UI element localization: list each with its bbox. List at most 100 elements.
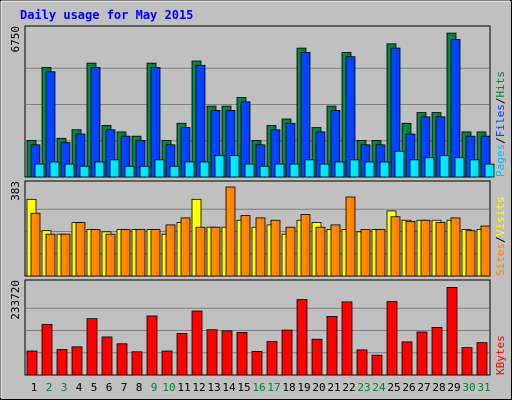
bar-highlight	[96, 162, 100, 176]
bar-highlight	[407, 222, 411, 275]
bar-highlight	[103, 232, 107, 275]
bar-highlight	[463, 348, 468, 374]
bar-kbytes-29	[446, 287, 458, 376]
bar	[154, 159, 165, 178]
bar	[225, 186, 236, 277]
bar-highlight	[73, 130, 77, 176]
bar	[94, 161, 105, 178]
bar-highlight	[77, 135, 81, 176]
bar-pages-30	[469, 159, 480, 178]
bar-pages-11	[184, 161, 195, 178]
bar-highlight	[268, 126, 272, 176]
bar	[135, 229, 146, 277]
bar	[330, 224, 341, 277]
bar-kbytes-14	[221, 330, 233, 376]
bar	[161, 350, 173, 376]
bar	[461, 347, 473, 376]
bar-highlight	[88, 319, 93, 374]
y-axis-max-label: 383	[9, 181, 22, 201]
bar-highlight	[126, 167, 130, 176]
bar-highlight	[268, 225, 272, 275]
bar-highlight	[47, 72, 51, 176]
bar-highlight	[257, 145, 261, 176]
bar-highlight	[208, 228, 212, 275]
bar-highlight	[366, 162, 370, 176]
bar-highlight	[448, 221, 452, 275]
bar-highlight	[298, 49, 302, 176]
bar-kbytes-18	[281, 329, 293, 376]
bar-highlight	[81, 167, 85, 176]
x-tick-label: 21	[327, 381, 340, 394]
bar-highlight	[58, 235, 62, 275]
panel-legend: KBytes	[494, 335, 507, 375]
bar-highlight	[283, 235, 287, 275]
bar-kbytes-6	[101, 336, 113, 376]
x-tick-label: 20	[312, 381, 325, 394]
bar-highlight	[167, 225, 171, 275]
bar-highlight	[182, 128, 186, 176]
bar	[285, 226, 296, 277]
bar-highlight	[148, 316, 153, 374]
bar-sites-21	[330, 224, 341, 277]
x-tick-label: 2	[46, 381, 53, 394]
bar	[90, 229, 101, 277]
bar-sites-11	[180, 217, 191, 277]
series-sites	[30, 186, 491, 277]
bar-highlight	[426, 158, 430, 176]
bar-kbytes-4	[71, 346, 83, 376]
bar	[210, 226, 221, 277]
bar-sites-1	[30, 212, 41, 277]
bar-highlight	[163, 235, 167, 275]
bar-highlight	[193, 312, 198, 374]
bar-pages-7	[124, 165, 135, 178]
bar-highlight	[253, 228, 257, 275]
bar-highlight	[358, 232, 362, 275]
bar-kbytes-7	[116, 343, 128, 376]
bar-kbytes-26	[401, 341, 413, 376]
bar-highlight	[373, 230, 377, 275]
legend-entry: /	[494, 137, 507, 144]
bar-sites-5	[90, 229, 101, 277]
bar	[315, 226, 326, 277]
bar-pages-10	[169, 165, 180, 178]
bar-highlight	[283, 331, 288, 374]
bar-kbytes-22	[341, 301, 353, 376]
bar-highlight	[156, 160, 160, 176]
bar-highlight	[261, 167, 265, 176]
bar	[484, 163, 495, 178]
bar-highlight	[478, 230, 482, 275]
bar-highlight	[482, 137, 486, 176]
series-pages	[34, 150, 495, 178]
bar	[375, 229, 386, 277]
bar-highlight	[478, 343, 483, 374]
panel-visits-sites: 383 Sites/Visits	[9, 180, 507, 277]
bar	[86, 318, 98, 376]
bar	[409, 159, 420, 178]
bar-sites-12	[195, 226, 206, 277]
bar-pages-21	[334, 161, 345, 178]
bar-highlight	[253, 141, 257, 176]
bar-kbytes-27	[416, 331, 428, 376]
bar	[454, 157, 465, 178]
chart-title: Daily usage for May 2015	[20, 8, 193, 22]
bar-highlight	[298, 221, 302, 275]
bar-sites-18	[285, 226, 296, 277]
bar	[394, 150, 405, 178]
x-tick-label: 26	[402, 381, 415, 394]
bar-highlight	[373, 356, 378, 374]
bar-highlight	[343, 230, 347, 275]
bar-kbytes-16	[251, 350, 263, 376]
bar-highlight	[441, 156, 445, 176]
bar-highlight	[133, 230, 137, 275]
bar	[435, 222, 446, 277]
bar-highlight	[32, 214, 36, 275]
bar-highlight	[463, 230, 467, 275]
bar-highlight	[152, 230, 156, 275]
bar-files-5	[90, 67, 101, 178]
bar	[424, 157, 435, 178]
bar-sites-2	[45, 233, 56, 277]
bar-highlight	[92, 230, 96, 275]
bar-sites-4	[75, 222, 86, 277]
bar-highlight	[276, 165, 280, 176]
bar-highlight	[178, 334, 183, 374]
